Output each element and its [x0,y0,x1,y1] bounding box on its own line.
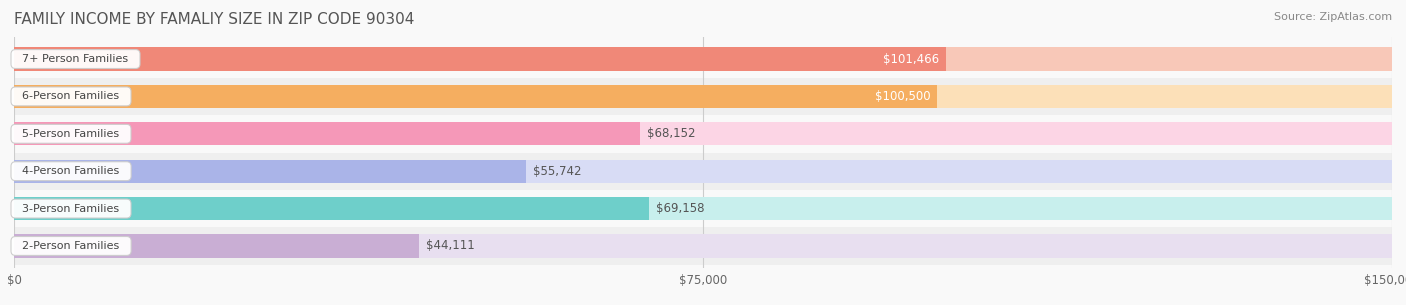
Bar [14,85,1392,108]
Text: $55,742: $55,742 [533,165,582,178]
Bar [14,160,1392,183]
Bar [14,190,1392,227]
Text: 6-Person Families: 6-Person Families [15,92,127,102]
Text: 2-Person Families: 2-Person Families [15,241,127,251]
Bar [14,234,419,257]
Text: 3-Person Families: 3-Person Families [15,203,127,213]
Bar [14,122,1392,145]
Bar [14,48,946,71]
Bar [14,48,1392,71]
Bar [14,197,1392,220]
Text: $100,500: $100,500 [875,90,931,103]
Bar [14,122,640,145]
Text: $69,158: $69,158 [657,202,704,215]
Bar [14,40,1392,78]
Text: Source: ZipAtlas.com: Source: ZipAtlas.com [1274,12,1392,22]
Bar [14,78,1392,115]
Bar [14,115,1392,152]
Text: 7+ Person Families: 7+ Person Families [15,54,135,64]
Bar [14,160,526,183]
Text: FAMILY INCOME BY FAMALIY SIZE IN ZIP CODE 90304: FAMILY INCOME BY FAMALIY SIZE IN ZIP COD… [14,12,415,27]
Text: $44,111: $44,111 [426,239,475,253]
Bar [14,227,1392,265]
Bar [14,234,1392,257]
Bar [14,197,650,220]
Text: 4-Person Families: 4-Person Families [15,166,127,176]
Text: $101,466: $101,466 [883,52,939,66]
Bar [14,85,938,108]
Bar [14,152,1392,190]
Text: $68,152: $68,152 [647,127,696,140]
Text: 5-Person Families: 5-Person Families [15,129,127,139]
